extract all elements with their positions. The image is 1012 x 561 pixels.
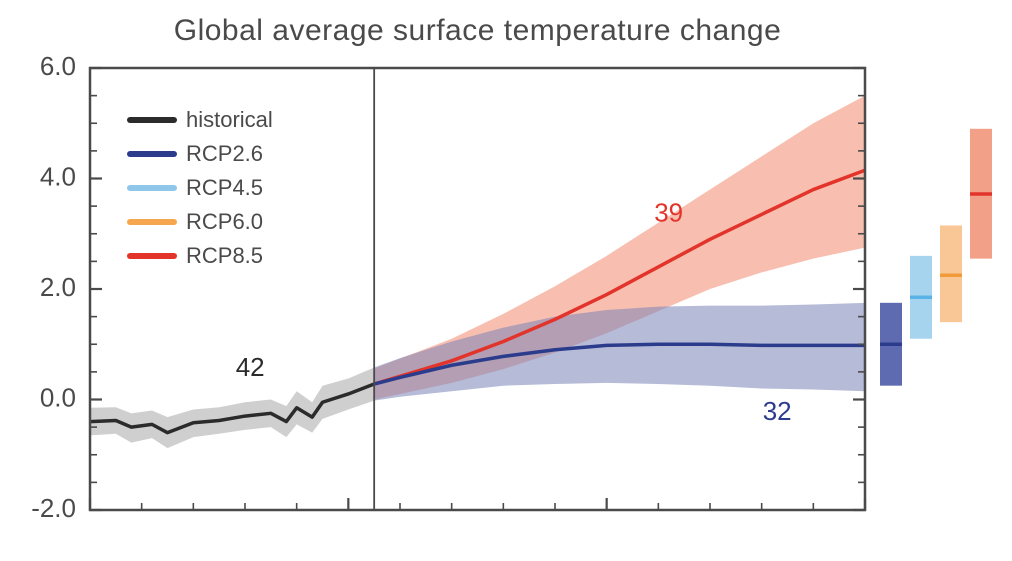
- chart-background: [0, 0, 1012, 561]
- y-tick-label: 6.0: [40, 51, 76, 81]
- chart-svg: Global average surface temperature chang…: [0, 0, 1012, 561]
- legend-label: RCP6.0: [186, 209, 263, 234]
- annotation-label: 39: [654, 197, 683, 227]
- y-tick-label: -2.0: [31, 493, 76, 523]
- legend-label: historical: [186, 107, 273, 132]
- y-tick-label: 4.0: [40, 161, 76, 191]
- chart-container: Global average surface temperature chang…: [0, 0, 1012, 561]
- legend-label: RCP4.5: [186, 175, 263, 200]
- y-tick-label: 0.0: [40, 382, 76, 412]
- legend-label: RCP8.5: [186, 243, 263, 268]
- annotation-label: 32: [763, 396, 792, 426]
- annotation-label: 42: [236, 352, 265, 382]
- chart-title: Global average surface temperature chang…: [174, 14, 782, 47]
- legend-label: RCP2.6: [186, 141, 263, 166]
- y-tick-label: 2.0: [40, 272, 76, 302]
